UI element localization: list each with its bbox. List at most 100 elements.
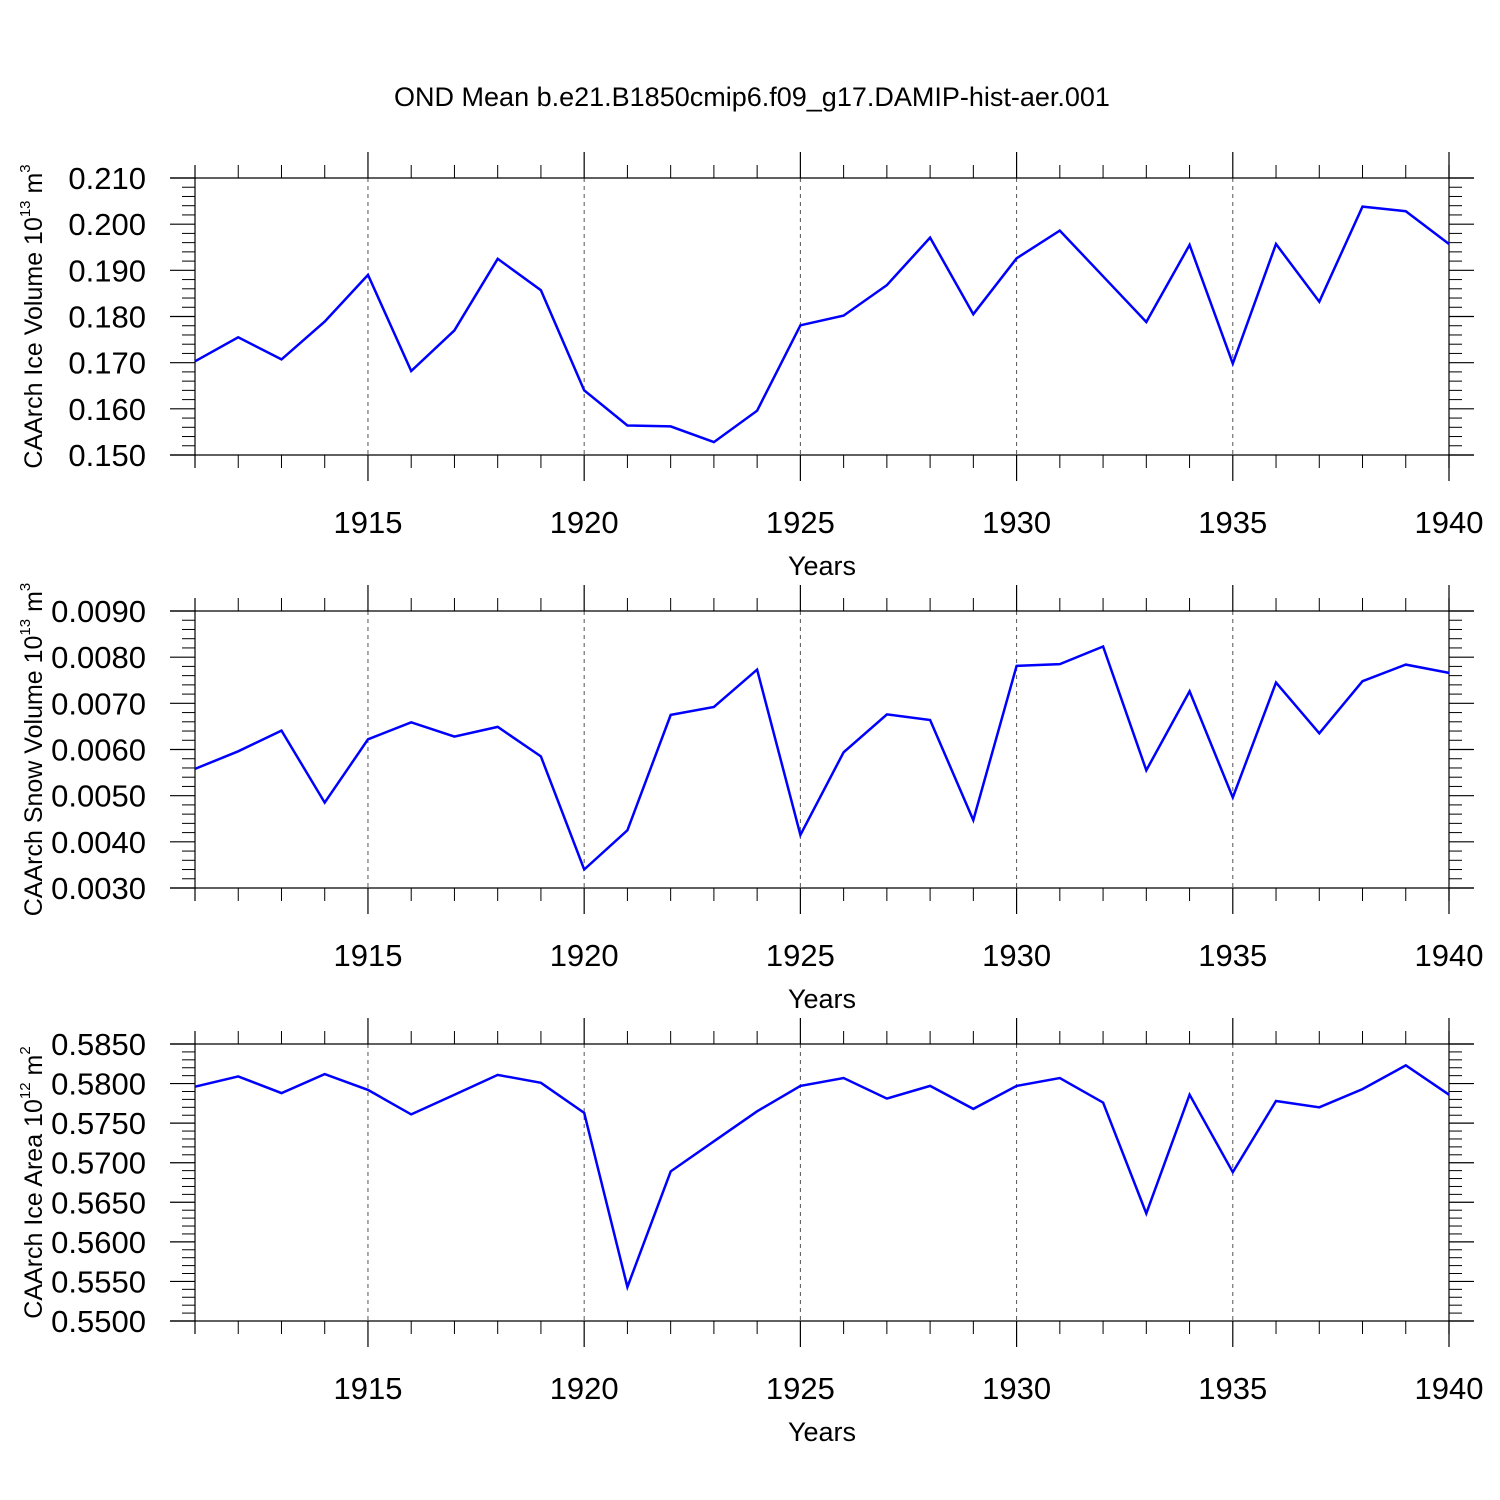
data-point <box>669 1169 673 1173</box>
y-label-unit-exponent: 2 <box>17 1046 34 1054</box>
y-tick-label: 0.0060 <box>51 733 146 768</box>
x-tick-label: 1920 <box>550 505 619 540</box>
data-point <box>842 314 846 318</box>
y-tick-label: 0.0050 <box>51 779 146 814</box>
data-point <box>1015 1084 1019 1088</box>
y-label-unit: m <box>20 591 48 619</box>
data-point <box>1447 242 1451 246</box>
data-point <box>1231 362 1235 366</box>
y-tick-label: 0.5550 <box>51 1264 146 1299</box>
data-point <box>842 1076 846 1080</box>
y-tick-label: 0.5700 <box>51 1146 146 1181</box>
panel-ice-area: 1915 1920 1925 1930 1935 1940 Years 0.5500 0.555… <box>17 1018 1483 1447</box>
series-line-snow-volume <box>194 644 1450 872</box>
y-tick-label: 0.5750 <box>51 1106 146 1141</box>
data-point <box>1361 679 1365 683</box>
x-tick-label: 1930 <box>982 1371 1051 1406</box>
x-tick-label: 1925 <box>766 938 835 973</box>
data-point <box>625 1285 629 1289</box>
data-point <box>798 1084 802 1088</box>
y-axis-label: CAArch Ice Area 1012 m2 <box>17 1046 48 1318</box>
data-point <box>1274 681 1278 685</box>
panel-snow-volume: 1915 1920 1925 1930 1935 1940 Years 0.0030 0.004… <box>17 583 1483 1014</box>
data-point <box>582 1111 586 1115</box>
y-tick-label: 0.170 <box>68 346 146 381</box>
x-tick-label: 1915 <box>333 1371 402 1406</box>
data-point <box>1317 1105 1321 1109</box>
data-point <box>1317 300 1321 304</box>
data-point <box>971 818 975 822</box>
data-point <box>496 725 500 729</box>
data-point <box>539 1081 543 1085</box>
data-point <box>1361 205 1365 209</box>
data-point <box>1101 274 1105 278</box>
x-axis-label: Years <box>788 984 856 1014</box>
x-tick-label: 1915 <box>333 938 402 973</box>
x-tick-label: 1940 <box>1415 938 1484 973</box>
data-point <box>279 357 283 361</box>
data-point <box>409 369 413 373</box>
data-point <box>323 1072 327 1076</box>
data-point <box>193 767 197 771</box>
data-point <box>1317 731 1321 735</box>
x-tick-label: 1940 <box>1415 505 1484 540</box>
y-tick-label: 0.210 <box>68 161 146 196</box>
data-point <box>1058 1076 1062 1080</box>
y-label-text: CAArch Ice Area 10 <box>20 1099 48 1319</box>
data-point <box>1404 663 1408 667</box>
x-axis-label: Years <box>788 551 856 581</box>
data-point <box>1144 768 1148 772</box>
data-point <box>928 1084 932 1088</box>
data-point <box>366 273 370 277</box>
y-tick-label: 0.150 <box>68 438 146 473</box>
x-tick-label: 1935 <box>1198 505 1267 540</box>
y-label-text: CAArch Snow Volume 10 <box>20 636 48 917</box>
y-label-unit-exponent: 3 <box>17 583 34 591</box>
x-tick-label: 1915 <box>333 505 402 540</box>
data-point <box>1144 320 1148 324</box>
y-tick-label: 0.5500 <box>51 1304 146 1339</box>
data-point <box>1188 1093 1192 1097</box>
y-label-text: CAArch Ice Volume 10 <box>20 217 48 469</box>
y-label-exponent: 12 <box>17 1082 34 1099</box>
data-point <box>1404 209 1408 213</box>
data-point <box>236 749 240 753</box>
data-point <box>625 828 629 832</box>
y-tick-label: 0.0070 <box>51 686 146 721</box>
x-axis-label: Years <box>788 1417 856 1447</box>
data-point <box>798 323 802 327</box>
y-tick-label: 0.190 <box>68 253 146 288</box>
data-point <box>1447 1093 1451 1097</box>
data-point <box>582 868 586 872</box>
y-tick-label: 0.5800 <box>51 1067 146 1102</box>
data-point <box>366 1088 370 1092</box>
y-tick-label: 0.0090 <box>51 594 146 629</box>
y-tick-label: 0.0040 <box>51 825 146 860</box>
x-tick-label: 1935 <box>1198 1371 1267 1406</box>
data-point <box>323 320 327 324</box>
y-tick-label: 0.160 <box>68 392 146 427</box>
data-point <box>193 1085 197 1089</box>
data-point <box>496 257 500 261</box>
data-point <box>1231 1170 1235 1174</box>
data-point <box>1101 645 1105 649</box>
y-label-exponent: 13 <box>17 200 34 217</box>
data-point <box>669 713 673 717</box>
x-tick-label: 1925 <box>766 1371 835 1406</box>
data-point <box>928 718 932 722</box>
data-point <box>1188 689 1192 693</box>
data-point <box>885 283 889 287</box>
series-line-ice-volume <box>194 205 1450 444</box>
data-point <box>582 388 586 392</box>
data-point <box>798 833 802 837</box>
panels: 1915 1920 1925 1930 1935 1940 Years 0.150 0.160 0… <box>17 152 1483 1447</box>
panel-ice-volume: 1915 1920 1925 1930 1935 1940 Years 0.150 0.160 0… <box>17 152 1483 581</box>
data-point <box>1058 662 1062 666</box>
chart-title: OND Mean b.e21.B1850cmip6.f09_g17.DAMIP-… <box>394 82 1110 112</box>
data-point <box>971 1107 975 1111</box>
data-point <box>1404 1063 1408 1067</box>
x-tick-label: 1925 <box>766 505 835 540</box>
data-point <box>885 1097 889 1101</box>
data-point <box>1274 242 1278 246</box>
data-point <box>669 424 673 428</box>
